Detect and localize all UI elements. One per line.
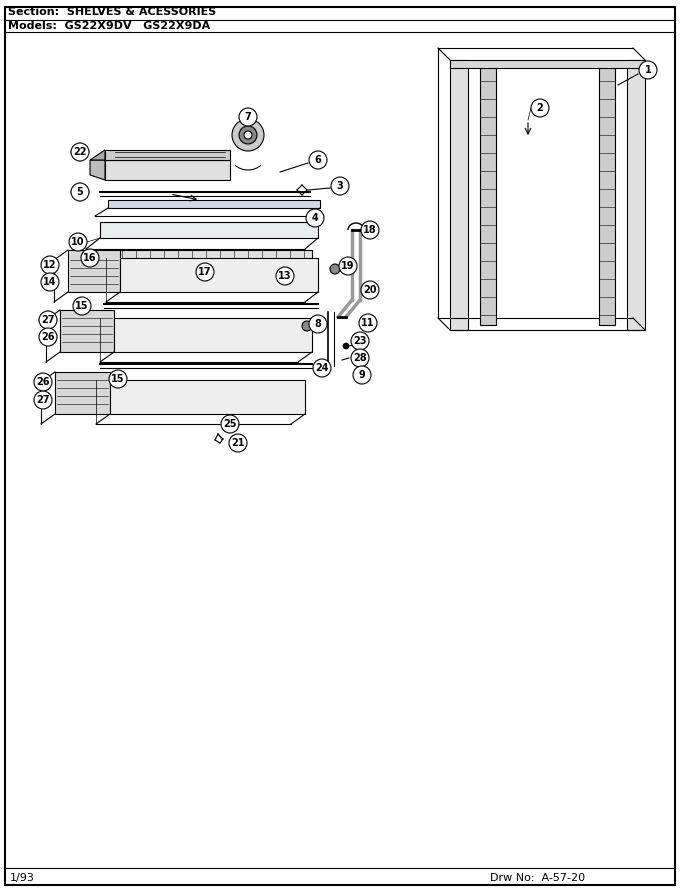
- Circle shape: [309, 315, 327, 333]
- Circle shape: [41, 273, 59, 291]
- Text: 17: 17: [199, 267, 211, 277]
- Text: 26: 26: [36, 377, 50, 387]
- Text: 16: 16: [83, 253, 97, 263]
- Polygon shape: [120, 258, 318, 292]
- Text: 22: 22: [73, 147, 87, 157]
- Text: 9: 9: [358, 370, 365, 380]
- Circle shape: [232, 119, 264, 151]
- Circle shape: [531, 99, 549, 117]
- Polygon shape: [450, 60, 645, 68]
- Circle shape: [69, 233, 87, 251]
- Text: 1: 1: [645, 65, 651, 75]
- Circle shape: [639, 61, 657, 79]
- Text: 13: 13: [278, 271, 292, 281]
- Polygon shape: [108, 200, 320, 208]
- Polygon shape: [105, 150, 230, 160]
- Polygon shape: [627, 60, 645, 330]
- Circle shape: [73, 297, 91, 315]
- Circle shape: [343, 343, 349, 349]
- Polygon shape: [112, 250, 312, 266]
- Circle shape: [359, 314, 377, 332]
- Circle shape: [361, 221, 379, 239]
- Text: 27: 27: [41, 315, 55, 325]
- Polygon shape: [599, 65, 615, 325]
- Text: 11: 11: [361, 318, 375, 328]
- Circle shape: [361, 281, 379, 299]
- Circle shape: [34, 391, 52, 409]
- Polygon shape: [68, 250, 120, 292]
- Text: 2: 2: [537, 103, 543, 113]
- Circle shape: [34, 373, 52, 391]
- Text: 20: 20: [363, 285, 377, 295]
- Polygon shape: [55, 372, 110, 414]
- Text: Section:  SHELVES & ACESSORIES: Section: SHELVES & ACESSORIES: [8, 7, 216, 17]
- Text: Drw No:  A-57-20: Drw No: A-57-20: [490, 873, 585, 883]
- Circle shape: [331, 177, 349, 195]
- Circle shape: [351, 332, 369, 350]
- Polygon shape: [90, 160, 105, 180]
- Circle shape: [196, 263, 214, 281]
- Circle shape: [306, 209, 324, 227]
- Text: 7: 7: [245, 112, 252, 122]
- Circle shape: [81, 249, 99, 267]
- Text: 25: 25: [223, 419, 237, 429]
- Polygon shape: [450, 60, 468, 330]
- Polygon shape: [110, 380, 305, 414]
- Circle shape: [221, 415, 239, 433]
- Text: 14: 14: [44, 277, 56, 287]
- Circle shape: [313, 359, 331, 377]
- Circle shape: [41, 256, 59, 274]
- Circle shape: [351, 349, 369, 367]
- Text: Models:  GS22X9DV   GS22X9DA: Models: GS22X9DV GS22X9DA: [8, 21, 210, 31]
- Circle shape: [239, 126, 257, 144]
- Text: 28: 28: [353, 353, 367, 363]
- Text: 15: 15: [75, 301, 89, 311]
- Text: 26: 26: [41, 332, 55, 342]
- Circle shape: [39, 311, 57, 329]
- Circle shape: [302, 321, 312, 331]
- Text: 27: 27: [36, 395, 50, 405]
- Circle shape: [39, 328, 57, 346]
- Circle shape: [309, 151, 327, 169]
- Text: 15: 15: [112, 374, 124, 384]
- Text: 5: 5: [77, 187, 84, 197]
- Polygon shape: [100, 222, 318, 238]
- Text: 3: 3: [337, 181, 343, 191]
- Polygon shape: [90, 150, 105, 160]
- Circle shape: [339, 257, 357, 275]
- Circle shape: [109, 370, 127, 388]
- Text: 8: 8: [315, 319, 322, 329]
- Circle shape: [71, 143, 89, 161]
- Polygon shape: [480, 65, 496, 325]
- Circle shape: [276, 267, 294, 285]
- Polygon shape: [60, 310, 114, 352]
- Circle shape: [244, 131, 252, 139]
- Text: 10: 10: [71, 237, 85, 247]
- Text: 24: 24: [316, 363, 328, 373]
- Circle shape: [353, 366, 371, 384]
- Text: 23: 23: [353, 336, 367, 346]
- Text: 6: 6: [315, 155, 322, 165]
- Circle shape: [229, 434, 247, 452]
- Text: 4: 4: [311, 213, 318, 223]
- Polygon shape: [114, 318, 312, 352]
- Polygon shape: [105, 160, 230, 180]
- Text: 18: 18: [363, 225, 377, 235]
- Text: 1/93: 1/93: [10, 873, 35, 883]
- Text: 12: 12: [44, 260, 56, 270]
- Circle shape: [239, 108, 257, 126]
- Text: 21: 21: [231, 438, 245, 448]
- Circle shape: [330, 264, 340, 274]
- Circle shape: [71, 183, 89, 201]
- Text: 19: 19: [341, 261, 355, 271]
